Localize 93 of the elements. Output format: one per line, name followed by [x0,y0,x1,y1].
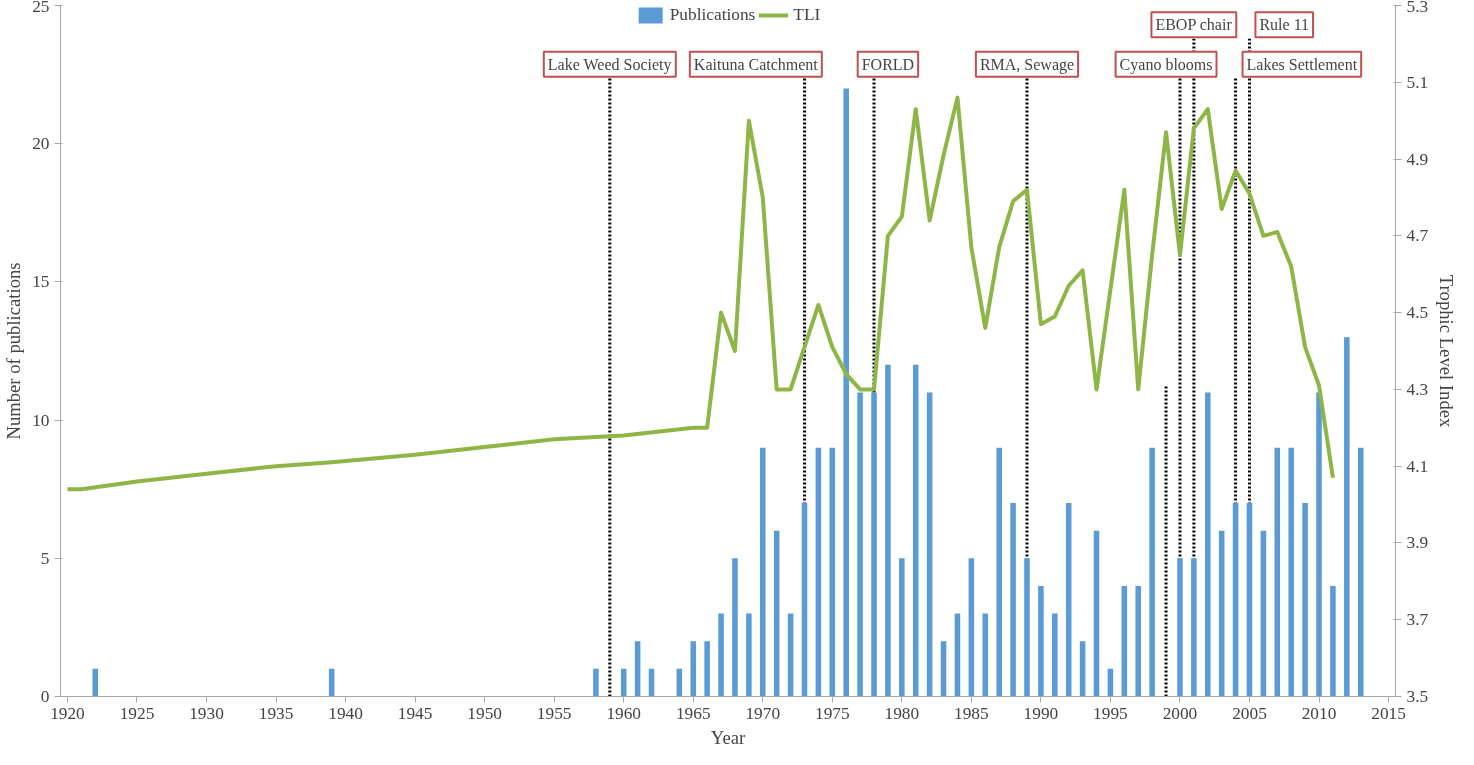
bar [1302,503,1308,697]
ref-line-label: Cyano blooms [1119,55,1213,74]
bar [634,641,641,697]
bar [690,641,697,697]
bar [704,641,710,697]
ref-line-label: RMA, Sewage [979,55,1075,74]
bar [829,447,836,697]
bar [1357,447,1364,697]
y-tick-label: 25 [32,0,50,16]
y2-tick-label: 4.7 [1406,226,1429,246]
bar [968,558,975,697]
x-tick-label: 2000 [1162,703,1198,723]
x-tick-label: 2015 [1371,703,1406,723]
y2-tick-label: 3.9 [1406,533,1429,553]
bar [1288,447,1294,697]
bar [885,364,891,697]
x-tick-label: 1985 [954,703,989,723]
bar [1065,503,1072,697]
ref-line-label: Lake Weed Society [547,55,672,74]
ref-line-label: Kaituna Catchment [693,55,819,73]
y2-tick-label: 4.9 [1406,149,1429,169]
bar [1052,613,1058,697]
bar [1079,641,1086,697]
bar [1232,503,1239,697]
x-tick-label: 1965 [675,703,711,723]
bar [857,392,863,697]
bar [1149,447,1155,697]
x-tick-label: 1970 [745,703,781,723]
x-tick-label: 1980 [884,703,920,723]
x-tick-label: 1935 [258,703,294,723]
y2-tick-label: 4.5 [1406,303,1429,323]
bar [912,364,919,697]
x-tick-label: 1940 [328,703,363,723]
bar [732,558,738,697]
x-tick-label: 1975 [814,703,850,723]
ref-line-label: EBOP chair [1155,16,1233,34]
bar [1177,558,1183,697]
x-tick-label: 1930 [189,703,224,723]
x-tick-label: 2010 [1301,703,1337,723]
x-tick-label: 2005 [1232,703,1267,723]
bar [996,447,1002,697]
bar [1191,558,1197,697]
y-tick-label: 10 [32,410,50,430]
y-tick-label: 5 [40,548,50,568]
bar [1135,585,1142,697]
y-tick-label: 15 [32,272,50,292]
ref-line-label: Rule 11 [1259,16,1310,34]
y-axis-title: Number of publications [3,262,25,440]
bar [1344,337,1350,697]
bar [759,447,766,697]
y2-tick-label: 5.3 [1406,0,1429,16]
bar [1330,585,1336,697]
bar [1038,585,1044,697]
x-tick-label: 1995 [1093,703,1128,723]
bar [718,613,724,697]
x-tick-label: 1950 [467,703,502,723]
bar [1204,392,1211,697]
bar [1274,447,1281,697]
x-tick-label: 1920 [50,703,85,723]
x-tick-label: 1955 [536,703,572,723]
ref-line-label: Lakes Settlement [1246,55,1358,73]
bar [92,668,99,697]
bar [593,668,599,697]
bar [746,613,752,697]
bar [1010,503,1016,697]
x-tick-label: 1925 [119,703,155,723]
bar [982,613,989,697]
legend-label: TLI [793,5,821,25]
bar [871,392,877,697]
line-series [65,95,1335,492]
y-tick-label: 20 [32,134,50,154]
x-tick-label: 1990 [1023,703,1059,723]
x-tick-label: 1945 [397,703,433,723]
ref-line-label: FORLD [861,55,915,73]
y2-tick-label: 5.1 [1406,72,1429,92]
y2-tick-label: 3.7 [1406,610,1429,630]
bar [1024,558,1030,697]
y2-tick-label: 3.5 [1406,687,1429,706]
y-tick-label: 0 [40,687,50,706]
x-axis-title: Year [710,726,746,748]
y2-axis-title: Trophic Level Index [1436,274,1458,429]
bar [926,392,933,697]
bar [1316,392,1322,697]
legend-label: Publications [669,5,756,25]
bar [1246,503,1253,697]
bar [815,447,822,697]
y2-tick-label: 4.3 [1406,379,1429,399]
bar [801,503,808,697]
bar [899,558,905,697]
bar [940,641,947,697]
y2-tick-label: 4.1 [1406,456,1429,476]
bar [843,88,849,697]
x-tick-label: 1960 [606,703,642,723]
